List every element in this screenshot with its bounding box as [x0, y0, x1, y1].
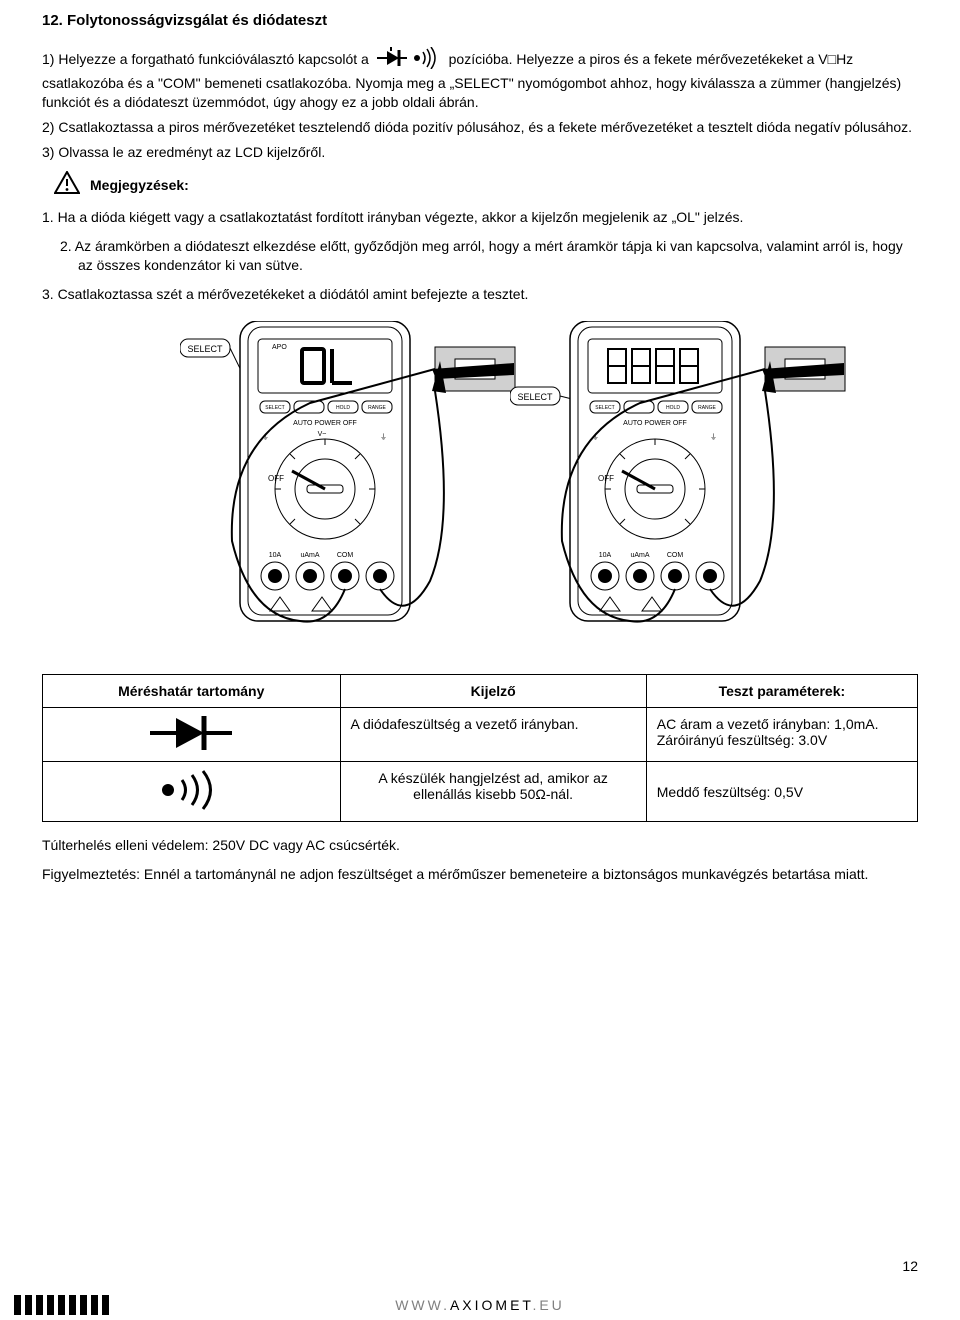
svg-text:RANGE: RANGE [698, 405, 716, 411]
svg-text:V~: V~ [318, 431, 327, 438]
footer-url: WWW.AXIOMET.EU [395, 1297, 565, 1313]
svg-text:⏚: ⏚ [710, 433, 717, 441]
footer-bars-icon [14, 1295, 109, 1315]
svg-text:SELECT: SELECT [595, 405, 614, 411]
cell-diode-symbol [43, 708, 341, 762]
para1-pre: 1) Helyezze a forgatható funkcióválasztó… [42, 51, 369, 67]
footer-brand: AXIOMET [450, 1297, 532, 1313]
multimeter-right: SELECT [540, 326, 750, 626]
svg-text:COM: COM [667, 552, 684, 559]
page-number: 12 [902, 1258, 918, 1274]
footer-tld: .EU [532, 1297, 564, 1313]
footnote-1: Túlterhelés elleni védelem: 250V DC vagy… [42, 836, 918, 855]
svg-text:10A: 10A [599, 552, 612, 559]
svg-text:HOLD: HOLD [336, 405, 350, 411]
cell-buzzer-params: Meddő feszültség: 0,5V [646, 762, 917, 822]
svg-text:AUTO POWER OFF: AUTO POWER OFF [293, 420, 357, 427]
buzzer-icon [156, 770, 226, 810]
footer-www: WWW. [395, 1297, 450, 1313]
cell-diode-display: A diódafeszültség a vezető irányban. [340, 708, 646, 762]
svg-text:APO: APO [272, 344, 287, 351]
svg-text:10A: 10A [269, 552, 282, 559]
multimeter-left: SELECT APO [210, 326, 420, 626]
diagram-area: SELECT APO [42, 326, 918, 646]
paragraph-1: 1) Helyezze a forgatható funkcióválasztó… [42, 47, 918, 112]
warning-icon [54, 171, 80, 198]
th-params: Teszt paraméterek: [646, 675, 917, 708]
svg-text:OFF: OFF [598, 474, 614, 483]
th-range: Méréshatár tartomány [43, 675, 341, 708]
cell-buzzer-display: A készülék hangjelzést ad, amikor az ell… [340, 762, 646, 822]
svg-text:uAmA: uAmA [630, 552, 649, 559]
th-display: Kijelző [340, 675, 646, 708]
notes-label: Megjegyzések: [90, 177, 189, 193]
svg-text:RANGE: RANGE [368, 405, 386, 411]
svg-text:SELECT: SELECT [265, 405, 284, 411]
paragraph-2: 2) Csatlakoztassa a piros mérővezetéket … [42, 118, 918, 137]
svg-text:uAmA: uAmA [300, 552, 319, 559]
section-heading: 12. Folytonosságvizsgálat és diódateszt [42, 12, 918, 29]
note-2: 2. Az áramkörben a diódateszt elkezdése … [42, 237, 918, 275]
note-1: 1. Ha a dióda kiégett vagy a csatlakozta… [42, 208, 918, 227]
spec-table: Méréshatár tartomány Kijelző Teszt param… [42, 674, 918, 822]
svg-text:HOLD: HOLD [666, 405, 680, 411]
cell-buzzer-symbol [43, 762, 341, 822]
callout-select: SELECT [187, 344, 223, 354]
table-row: A diódafeszültség a vezető irányban. AC … [43, 708, 918, 762]
table-header-row: Méréshatár tartomány Kijelző Teszt param… [43, 675, 918, 708]
svg-text:SELECT: SELECT [517, 392, 553, 402]
footnote-2: Figyelmeztetés: Ennél a tartománynál ne … [42, 865, 918, 884]
diode-icon [146, 716, 236, 750]
svg-text:AUTO POWER OFF: AUTO POWER OFF [623, 420, 687, 427]
diode-buzzer-icon [377, 47, 441, 74]
paragraph-3: 3) Olvassa le az eredményt az LCD kijelz… [42, 143, 918, 162]
svg-text:⏚: ⏚ [380, 433, 387, 441]
cell-diode-params: AC áram a vezető irányban: 1,0mA. Záróir… [646, 708, 917, 762]
svg-text:OFF: OFF [268, 474, 284, 483]
note-3: 3. Csatlakoztassa szét a mérővezetékeket… [42, 285, 918, 304]
page-footer: WWW.AXIOMET.EU [0, 1290, 960, 1320]
table-row: A készülék hangjelzést ad, amikor az ell… [43, 762, 918, 822]
svg-text:COM: COM [337, 552, 354, 559]
